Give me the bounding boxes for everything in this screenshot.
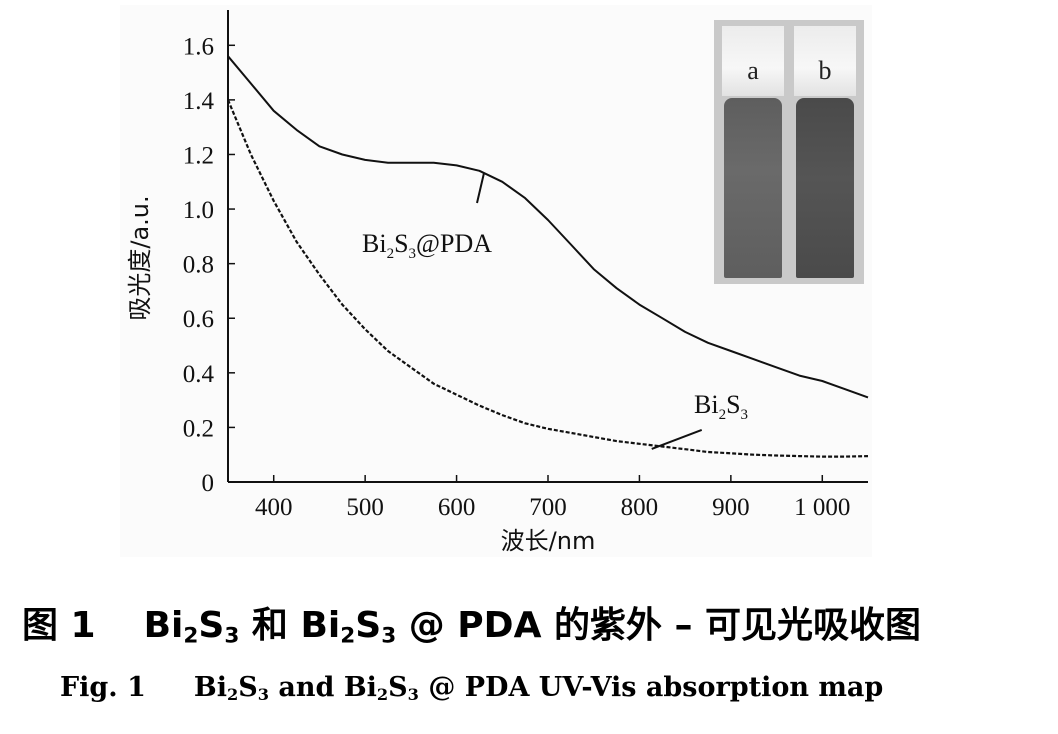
caption-cn-and: 和 <box>239 605 301 646</box>
vial-a-cap <box>722 26 784 96</box>
caption-english: Fig. 1 Bi2S3 and Bi2S3 @ PDA UV-Vis absor… <box>60 672 883 704</box>
x-tick-label: 1 000 <box>794 494 850 521</box>
x-axis-title: 波长/nm <box>501 527 596 555</box>
x-tick-label: 500 <box>346 494 384 521</box>
vial-b-label: b <box>818 56 832 85</box>
series-line-bi2s3 <box>226 99 869 458</box>
ticks: 0 0.2 0.4 0.6 0.8 1.0 1.2 1.4 1.6 400 500 600 700 800… <box>183 33 851 521</box>
caption-en-tail: @ PDA UV-Vis absorption map <box>418 672 884 703</box>
y-tick-label: 1.4 <box>183 88 215 115</box>
y-tick-label: 0.2 <box>183 415 214 442</box>
caption-chinese: 图 1 Bi2S3 和 Bi2S3 @ PDA 的紫外 – 可见光吸收图 <box>22 596 921 648</box>
y-tick-label: 1.2 <box>183 142 214 169</box>
series-line-bi2s3-pda <box>227 55 869 399</box>
x-tick-label: 900 <box>712 494 750 521</box>
caption-cn-b-mid: S <box>355 605 382 646</box>
absorption-chart: 0 0.2 0.4 0.6 0.8 1.0 1.2 1.4 1.6 400 500 600 700 800… <box>126 10 869 555</box>
vial-a: a <box>722 26 784 278</box>
vial-a-liquid <box>724 98 782 278</box>
caption-en-number: Fig. 1 <box>60 672 146 703</box>
caption-en-b-sub2: 3 <box>407 685 419 705</box>
caption-cn-a-sub2: 3 <box>224 623 240 649</box>
caption-cn-a-sub1: 2 <box>183 623 199 649</box>
y-tick-label: 0.6 <box>183 306 214 333</box>
series-lines <box>226 55 869 458</box>
caption-cn-b-sub2: 3 <box>381 623 397 649</box>
series-label-leader <box>651 429 703 450</box>
caption-cn-a-mid: S <box>198 605 225 646</box>
x-tick-label: 800 <box>621 494 659 521</box>
caption-cn-number: 图 1 <box>22 605 96 646</box>
caption-en-a-sub1: 2 <box>226 685 239 705</box>
vial-b-liquid <box>796 98 854 278</box>
caption-en-and: and <box>269 672 344 703</box>
y-tick-label: 0 <box>202 470 215 497</box>
series-label-leader <box>476 172 485 204</box>
caption-cn-b-sub1: 2 <box>340 623 356 649</box>
caption-cn-tail: @ PDA 的紫外 – 可见光吸收图 <box>396 605 922 646</box>
y-axis-title: 吸光度/a.u. <box>126 195 154 320</box>
y-tick-label: 1.6 <box>183 33 214 60</box>
series-label-bi2s3-pda: Bi2S3@PDA <box>362 229 492 262</box>
caption-en-a-mid: S <box>238 672 258 703</box>
x-tick-label: 700 <box>529 494 567 521</box>
caption-en-b-base: Bi <box>343 672 377 703</box>
series-label-bi2s3: Bi2S3 <box>694 390 748 423</box>
vial-b-cap <box>794 26 856 96</box>
caption-en-b-mid: S <box>388 672 408 703</box>
vial-b: b <box>794 26 856 278</box>
caption-en-b-sub1: 2 <box>376 685 389 705</box>
caption-cn-a-base: Bi <box>143 605 184 646</box>
caption-en-a-sub2: 3 <box>257 685 270 705</box>
vial-a-label: a <box>747 56 759 85</box>
inset-photo: a b <box>714 20 864 284</box>
x-tick-label: 600 <box>438 494 476 521</box>
y-tick-label: 0.8 <box>183 252 214 279</box>
y-tick-label: 1.0 <box>183 197 214 224</box>
series-labels: Bi2S3@PDA Bi2S3 <box>362 172 748 450</box>
x-tick-label: 400 <box>255 494 293 521</box>
caption-cn-b-base: Bi <box>300 605 341 646</box>
caption-en-a-base: Bi <box>193 672 227 703</box>
y-tick-label: 0.4 <box>183 361 215 388</box>
